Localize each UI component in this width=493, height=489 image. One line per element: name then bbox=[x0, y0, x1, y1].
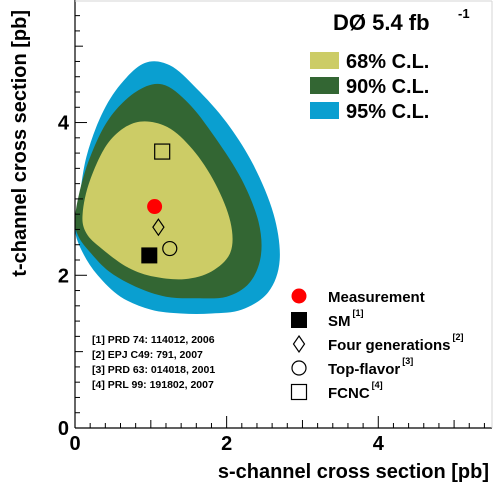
reference-line: [3] PRD 63: 014018, 2001 bbox=[92, 364, 215, 376]
legend-label: Top-flavor bbox=[328, 361, 400, 378]
legend-label: Measurement bbox=[328, 289, 425, 306]
legend-marker bbox=[292, 334, 306, 354]
y-tick-label: 0 bbox=[58, 418, 69, 440]
legend-ref: [2] bbox=[453, 332, 464, 342]
x-tick-label: 2 bbox=[221, 433, 232, 455]
point-four-generations bbox=[152, 218, 165, 237]
point-fcnc bbox=[154, 143, 171, 160]
legend-label: 90% C.L. bbox=[346, 76, 429, 98]
legend-marker bbox=[291, 288, 307, 304]
title-superscript: -1 bbox=[458, 6, 470, 21]
references: [1] PRD 74: 114012, 2006 [2] EPJ C49: 791… bbox=[92, 334, 215, 391]
legend: 68% C.L. 90% C.L. 95% C.L. Measurement SM [1]… bbox=[290, 51, 464, 402]
reference-line: [1] PRD 74: 114012, 2006 bbox=[92, 334, 215, 346]
x-axis-label: s-channel cross section [pb] bbox=[218, 461, 489, 483]
legend-ref: [1] bbox=[353, 308, 364, 318]
legend-ref: [4] bbox=[372, 380, 383, 390]
legend-label: 68% C.L. bbox=[346, 51, 429, 73]
legend-marker bbox=[291, 312, 307, 328]
chart-title: DØ 5.4 fb -1 bbox=[333, 6, 470, 35]
y-axis-label: t-channel cross section [pb] bbox=[9, 10, 31, 277]
legend-marker bbox=[291, 360, 307, 376]
axes: 0 2 4 0 2 4 bbox=[58, 0, 493, 455]
legend-label: SM bbox=[328, 313, 351, 330]
legend-swatch bbox=[310, 77, 339, 94]
legend-ref: [3] bbox=[402, 356, 413, 366]
title-text: DØ 5.4 fb bbox=[333, 10, 430, 35]
x-tick-label: 0 bbox=[69, 433, 80, 455]
legend-swatch bbox=[310, 102, 339, 119]
legend-marker bbox=[290, 383, 308, 401]
reference-line: [2] EPJ C49: 791, 2007 bbox=[92, 349, 203, 361]
reference-line: [4] PRL 99: 191802, 2007 bbox=[92, 379, 214, 391]
legend-label: Four generations bbox=[328, 337, 451, 354]
y-tick-label: 2 bbox=[58, 265, 69, 287]
legend-swatch bbox=[310, 52, 339, 69]
legend-label: 95% C.L. bbox=[346, 101, 429, 123]
point-measurement bbox=[147, 199, 163, 215]
point-top-flavor bbox=[162, 240, 178, 257]
point-sm bbox=[141, 247, 158, 264]
y-tick-label: 4 bbox=[58, 113, 70, 135]
data-points bbox=[141, 143, 178, 264]
x-tick-label: 4 bbox=[373, 433, 385, 455]
legend-label: FCNC bbox=[328, 385, 370, 402]
